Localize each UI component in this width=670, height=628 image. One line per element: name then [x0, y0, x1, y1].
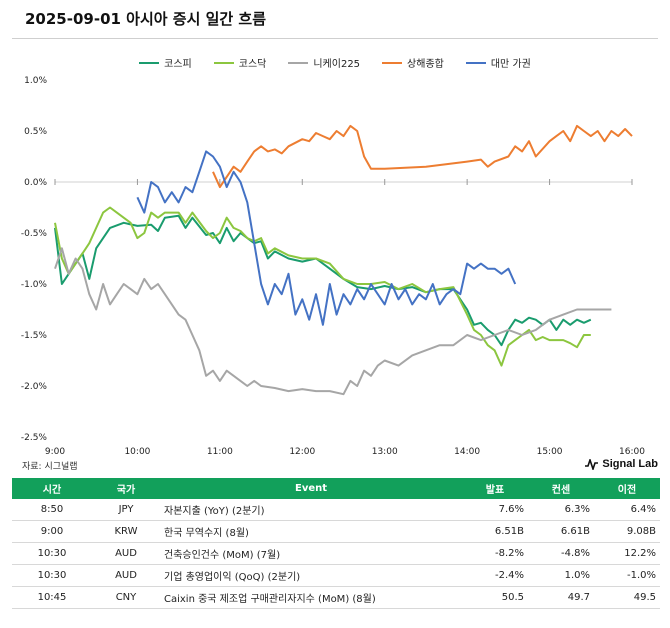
chart-legend: 코스피 코스닥 니케이225 상해종합 대만 가권 [0, 55, 670, 70]
source-note: 자료: 시그널랩 [22, 462, 78, 472]
table-header-row: 시간 국가 Event 발표 컨센 이전 [12, 478, 660, 499]
y-tick-label: -2.0% [21, 382, 48, 392]
table-row: 10:30 AUD 기업 총영업이익 (QoQ) (2분기) -2.4% 1.0… [12, 564, 660, 587]
legend-item: 니케이225 [288, 55, 360, 70]
legend-swatch [465, 61, 486, 64]
legend-swatch [139, 61, 160, 64]
legend-label: 상해종합 [407, 59, 444, 70]
cell-event: 한국 무역수지 (8월) [160, 520, 462, 543]
cell-time: 9:00 [12, 520, 92, 543]
y-tick-label: 1.0% [24, 76, 47, 86]
cell-actual: 50.5 [462, 586, 528, 609]
legend-item: 상해종합 [382, 55, 444, 70]
cell-event: 기업 총영업이익 (QoQ) (2분기) [160, 564, 462, 587]
series-line-2 [54, 247, 612, 396]
cell-country: KRW [92, 520, 160, 543]
brand-logo: Signal Lab [585, 458, 658, 470]
table-row: 9:00 KRW 한국 무역수지 (8월) 6.51B 6.61B 9.08B [12, 520, 660, 543]
table-row: 10:30 AUD 건축승인건수 (MoM) (7월) -8.2% -4.8% … [12, 542, 660, 565]
series-line-3 [212, 124, 633, 189]
cell-country: AUD [92, 542, 160, 565]
header-actual: 발표 [462, 478, 528, 499]
cell-time: 10:45 [12, 586, 92, 609]
header-previous: 이전 [594, 478, 660, 499]
x-tick-label: 12:00 [289, 447, 315, 457]
table-row: 10:45 CNY Caixin 중국 제조업 구매관리자지수 (MoM) (8… [12, 586, 660, 609]
legend-swatch [213, 61, 234, 64]
header-country: 국가 [92, 478, 160, 499]
cell-actual: -8.2% [462, 542, 528, 565]
cell-time: 10:30 [12, 564, 92, 587]
x-tick-label: 16:00 [619, 447, 645, 457]
cell-country: CNY [92, 586, 160, 609]
cell-time: 10:30 [12, 542, 92, 565]
x-tick-label: 9:00 [45, 447, 65, 457]
legend-label: 코스피 [164, 59, 192, 70]
y-tick-label: -2.5% [21, 433, 48, 443]
cell-actual: 6.51B [462, 520, 528, 543]
x-tick-label: 15:00 [537, 447, 563, 457]
series-line-4 [136, 150, 517, 326]
cell-consensus: 6.61B [528, 520, 594, 543]
legend-swatch [288, 61, 309, 64]
legend-item: 대만 가권 [465, 55, 531, 70]
y-tick-label: -1.0% [21, 280, 48, 290]
x-tick-label: 14:00 [454, 447, 480, 457]
header-consensus: 컨센 [528, 478, 594, 499]
cell-consensus: -4.8% [528, 542, 594, 565]
y-tick-label: -0.5% [21, 229, 48, 239]
title-divider [12, 38, 658, 39]
header-event: Event [160, 478, 462, 499]
cell-previous: 6.4% [594, 499, 660, 521]
cell-previous: 49.5 [594, 586, 660, 609]
cell-country: JPY [92, 499, 160, 521]
cell-event: Caixin 중국 제조업 구매관리자지수 (MoM) (8월) [160, 586, 462, 609]
page-title: 2025-09-01 아시아 증시 일간 흐름 [25, 10, 267, 28]
cell-previous: 9.08B [594, 520, 660, 543]
cell-consensus: 49.7 [528, 586, 594, 609]
series-line-1 [54, 206, 591, 367]
legend-label: 대만 가권 [490, 59, 531, 70]
y-tick-label: 0.0% [24, 178, 47, 188]
signal-icon [585, 458, 599, 470]
cell-actual: 7.6% [462, 499, 528, 521]
brand-name: Signal Lab [602, 458, 658, 470]
cell-consensus: 6.3% [528, 499, 594, 521]
x-tick-label: 13:00 [372, 447, 398, 457]
table-row: 8:50 JPY 자본지출 (YoY) (2분기) 7.6% 6.3% 6.4% [12, 499, 660, 521]
legend-item: 코스닥 [213, 55, 267, 70]
legend-label: 코스닥 [238, 59, 267, 70]
y-tick-label: 0.5% [24, 127, 47, 137]
cell-previous: -1.0% [594, 564, 660, 587]
cell-consensus: 1.0% [528, 564, 594, 587]
legend-item: 코스피 [139, 55, 192, 70]
cell-time: 8:50 [12, 499, 92, 521]
cell-event: 건축승인건수 (MoM) (7월) [160, 542, 462, 565]
x-tick-label: 10:00 [124, 447, 150, 457]
cell-event: 자본지출 (YoY) (2분기) [160, 499, 462, 521]
cell-previous: 12.2% [594, 542, 660, 565]
line-chart: 1.0% 0.5% 0.0% -0.5% -1.0% -1.5% -2.0% -2.5% 9:0… [21, 76, 645, 457]
header-time: 시간 [12, 478, 92, 499]
x-tick-label: 11:00 [207, 447, 233, 457]
cell-country: AUD [92, 564, 160, 587]
cell-actual: -2.4% [462, 564, 528, 587]
economic-events-table: 시간 국가 Event 발표 컨센 이전 8:50 JPY 자본지출 (YoY)… [12, 478, 660, 609]
legend-swatch [382, 61, 403, 64]
y-tick-label: -1.5% [21, 331, 48, 341]
legend-label: 니케이225 [313, 59, 361, 70]
